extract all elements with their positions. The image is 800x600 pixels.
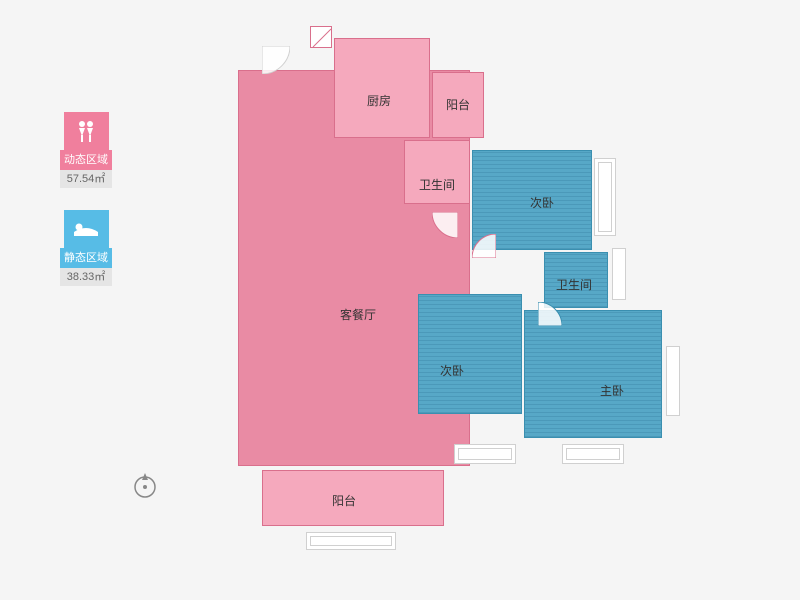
room-label-bath1: 卫生间 <box>419 176 455 193</box>
door-arc <box>432 212 458 238</box>
window-projection <box>666 346 680 416</box>
corner-marker <box>310 26 332 48</box>
room-label-bed2a: 次卧 <box>530 194 554 211</box>
window-projection <box>562 444 624 464</box>
legend-static-label: 静态区域 <box>60 248 112 268</box>
room-bath1 <box>404 140 470 204</box>
room-bed1 <box>524 310 662 438</box>
room-label-kitchen: 厨房 <box>367 92 391 109</box>
room-label-bed2b: 次卧 <box>440 362 464 379</box>
legend-dynamic-value: 57.54㎡ <box>60 170 112 188</box>
legend-panel: 动态区域 57.54㎡ 静态区域 38.33㎡ <box>56 112 116 308</box>
room-label-bath2: 卫生间 <box>556 276 592 293</box>
window-projection <box>594 158 616 236</box>
floorplan: 厨房阳台卫生间次卧卫生间次卧主卧阳台客餐厅 <box>232 26 704 576</box>
window-projection <box>306 532 396 550</box>
legend-dynamic: 动态区域 57.54㎡ <box>56 112 116 188</box>
door-arc <box>538 302 562 326</box>
door-arc <box>472 234 496 258</box>
window-projection <box>454 444 516 464</box>
sleep-icon <box>64 210 109 248</box>
door-arc <box>262 46 290 74</box>
room-label-living: 客餐厅 <box>340 306 376 323</box>
legend-static-value: 38.33㎡ <box>60 268 112 286</box>
room-kitchen <box>334 38 430 138</box>
legend-static: 静态区域 38.33㎡ <box>56 210 116 286</box>
window-projection <box>612 248 626 300</box>
room-bed2b <box>418 294 522 414</box>
room-label-balconyTop: 阳台 <box>446 96 470 113</box>
room-label-balconyBot: 阳台 <box>332 492 356 509</box>
legend-dynamic-label: 动态区域 <box>60 150 112 170</box>
people-icon <box>64 112 109 150</box>
compass-icon <box>130 470 160 500</box>
room-label-bed1: 主卧 <box>600 382 624 399</box>
